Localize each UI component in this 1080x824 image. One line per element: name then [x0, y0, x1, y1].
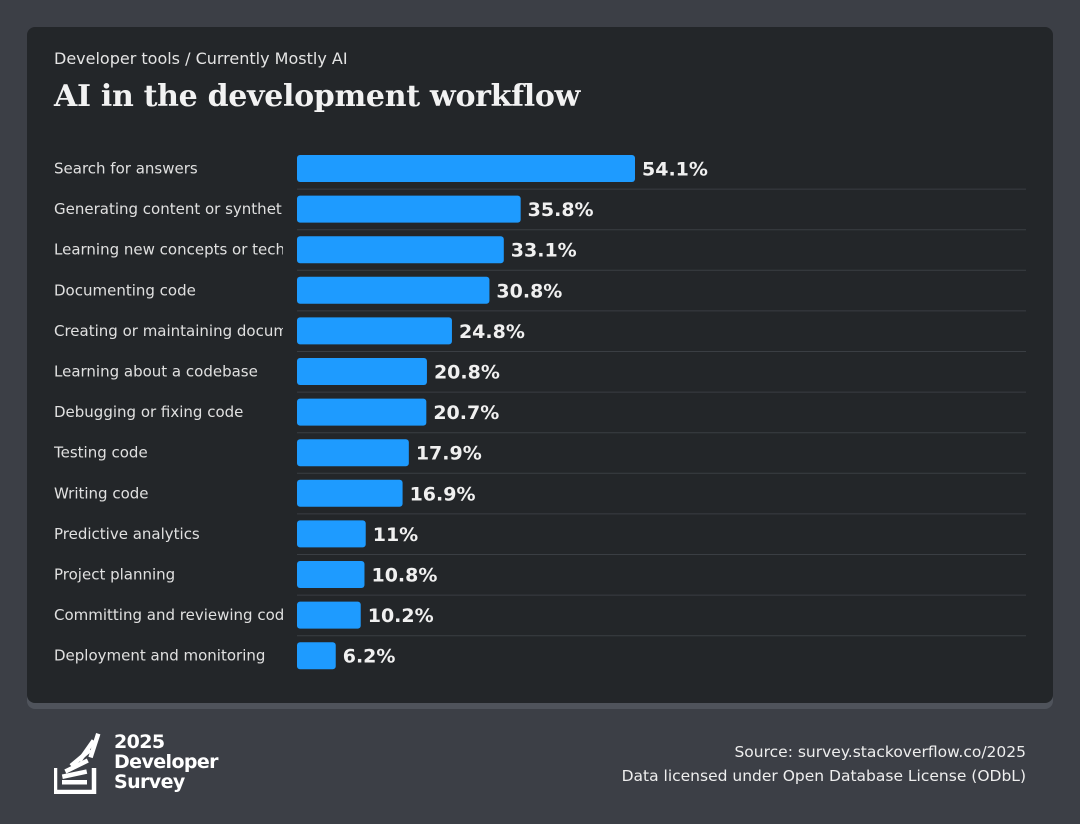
value-label: 20.8%: [434, 362, 500, 384]
source-link[interactable]: Source: survey.stackoverflow.co/2025: [734, 743, 1026, 761]
chart-card: Developer tools / Currently Mostly AI AI…: [27, 27, 1053, 703]
category-label: Testing code: [53, 444, 148, 462]
value-label: 35.8%: [528, 199, 594, 221]
bar[interactable]: [297, 155, 635, 182]
category-label: Creating or maintaining documentation: [54, 322, 350, 340]
logo-text: 2025 Developer Survey: [114, 731, 219, 793]
stack-overflow-logo-icon: [54, 733, 101, 794]
category-label: Writing code: [54, 484, 149, 502]
logo-line-survey: Survey: [114, 771, 185, 793]
source-info: Source: survey.stackoverflow.co/2025 Dat…: [622, 740, 1026, 788]
logo-year: 2025: [114, 731, 165, 753]
category-label: Project planning: [54, 566, 175, 584]
bar[interactable]: [297, 276, 490, 304]
bar[interactable]: [297, 398, 427, 426]
value-label: 16.9%: [410, 483, 476, 505]
bar[interactable]: [297, 561, 365, 588]
category-label: Learning about a codebase: [54, 363, 258, 381]
value-label: 20.7%: [433, 402, 499, 424]
bar[interactable]: [297, 439, 409, 467]
category-label: Search for answers: [54, 160, 198, 178]
bar[interactable]: [297, 358, 427, 385]
value-label: 24.8%: [459, 321, 525, 343]
breadcrumb: Developer tools / Currently Mostly AI: [54, 49, 348, 68]
category-label: Learning new concepts or technologies: [54, 241, 348, 259]
category-label: Documenting code: [54, 281, 196, 299]
bar[interactable]: [297, 479, 403, 507]
bar[interactable]: [297, 236, 504, 264]
bar[interactable]: [297, 195, 521, 223]
value-label: 17.9%: [416, 443, 482, 465]
survey-logo: 2025 Developer Survey: [54, 730, 219, 794]
bar[interactable]: [297, 520, 366, 548]
value-label: 11%: [373, 524, 418, 546]
bar[interactable]: [297, 601, 361, 629]
logo-line-developer: Developer: [114, 751, 219, 773]
value-label: 10.2%: [368, 605, 434, 627]
category-label: Committing and reviewing code: [54, 606, 294, 624]
category-label: Generating content or synthetic data: [54, 200, 333, 218]
value-label: 6.2%: [343, 646, 396, 668]
license-note: Data licensed under Open Database Licens…: [621, 767, 1026, 785]
value-label: 30.8%: [496, 280, 562, 302]
category-label: Predictive analytics: [54, 525, 200, 543]
category-label: Deployment and monitoring: [54, 647, 265, 665]
value-label: 10.8%: [371, 565, 437, 587]
page-title: AI in the development workflow: [54, 79, 581, 114]
bar[interactable]: [297, 317, 452, 345]
category-label: Debugging or fixing code: [54, 403, 243, 421]
value-label: 33.1%: [511, 240, 577, 262]
value-label: 54.1%: [642, 159, 708, 181]
bar[interactable]: [297, 642, 336, 670]
